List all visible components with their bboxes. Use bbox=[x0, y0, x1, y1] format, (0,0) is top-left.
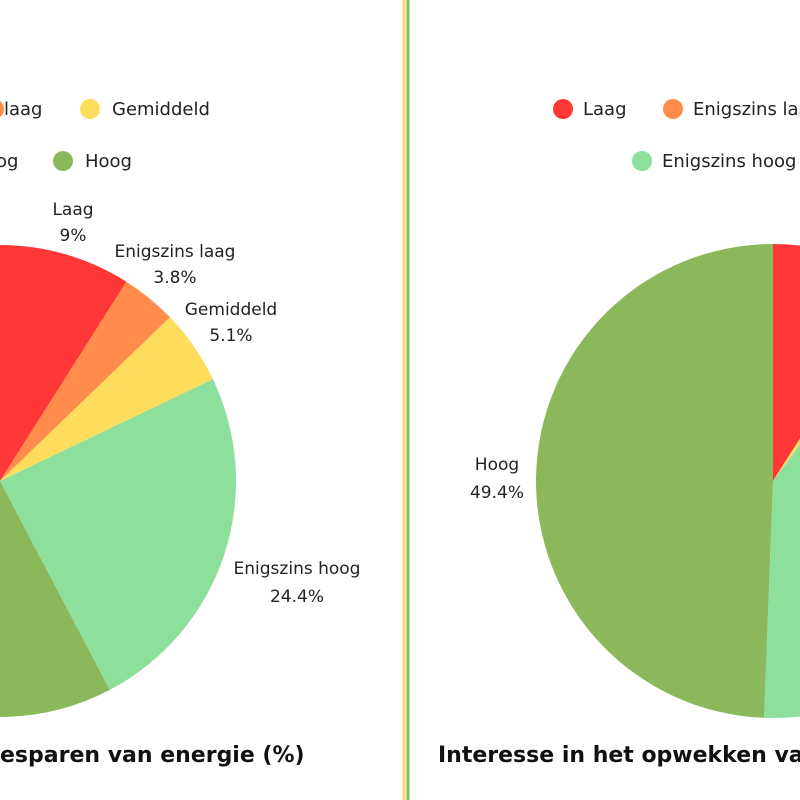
slice-label-enigszins-hoog-name: Enigszins hoog bbox=[234, 559, 361, 579]
slice-label-gemiddeld-name: Gemiddeld bbox=[185, 300, 277, 320]
pie-slice-unlabeled-4 bbox=[0, 481, 110, 717]
right-pie-slices bbox=[535, 244, 800, 718]
slice-label-enigszins-laag-name: Enigszins laag bbox=[115, 242, 236, 262]
left-chart-title: esparen van energie (%) bbox=[0, 743, 305, 768]
slice-label-laag-name: Laag bbox=[52, 200, 93, 220]
legend-swatch-yellow bbox=[80, 99, 100, 119]
pie-slice-enigszins-laag-1 bbox=[0, 281, 170, 481]
pie-slice-enigszins-hoog-3 bbox=[0, 379, 237, 690]
legend-label-enigszins-hoog: Enigszins hoog bbox=[662, 151, 796, 172]
right-pie-chart: Laag Enigszins laa Enigszins hoog Hoog 4… bbox=[438, 99, 800, 768]
right-chart-title: Interesse in het opwekken va bbox=[438, 743, 800, 768]
left-pie-chart: laag Gemiddeld og Hoog Laag 9% Enigszins… bbox=[0, 99, 360, 768]
legend-swatch-red bbox=[553, 99, 573, 119]
pie-slice-laag-0 bbox=[0, 245, 127, 481]
slice-label-laag-value: 9% bbox=[60, 226, 87, 246]
legend-swatch-light-green bbox=[632, 151, 652, 171]
pie-slice-unlabeled-1 bbox=[773, 438, 800, 481]
pie-slice-unlabeled-2 bbox=[764, 444, 800, 718]
legend-label-hoog: Hoog bbox=[85, 151, 132, 172]
pie-slice-hoog-3 bbox=[535, 244, 773, 718]
legend-swatch-green bbox=[53, 151, 73, 171]
slice-label-gemiddeld-value: 5.1% bbox=[209, 326, 252, 346]
legend-swatch-orange bbox=[0, 101, 4, 117]
left-pie-slices bbox=[0, 245, 237, 717]
legend-label-laag: laag bbox=[4, 99, 43, 120]
slice-label-enigszins-laag-value: 3.8% bbox=[153, 268, 196, 288]
legend-swatch-orange bbox=[663, 99, 683, 119]
left-legend: laag Gemiddeld og Hoog bbox=[0, 99, 210, 172]
right-slice-labels: Hoog 49.4% bbox=[470, 455, 524, 503]
legend-label-enigszins-laag: Enigszins laa bbox=[693, 99, 800, 120]
right-legend: Laag Enigszins laa Enigszins hoog bbox=[553, 99, 800, 172]
pie-slice-gemiddeld-2 bbox=[0, 317, 213, 481]
legend-label-og: og bbox=[0, 151, 18, 172]
slice-label-enigszins-hoog-value: 24.4% bbox=[270, 587, 324, 607]
legend-label-laag: Laag bbox=[583, 99, 627, 120]
slice-label-hoog-value: 49.4% bbox=[470, 483, 524, 503]
slice-label-hoog-name: Hoog bbox=[475, 455, 519, 475]
legend-label-gemiddeld: Gemiddeld bbox=[112, 99, 210, 120]
left-slice-labels: Laag 9% Enigszins laag 3.8% Gemiddeld 5.… bbox=[52, 200, 360, 607]
pie-slice-unlabeled-0 bbox=[773, 244, 800, 481]
